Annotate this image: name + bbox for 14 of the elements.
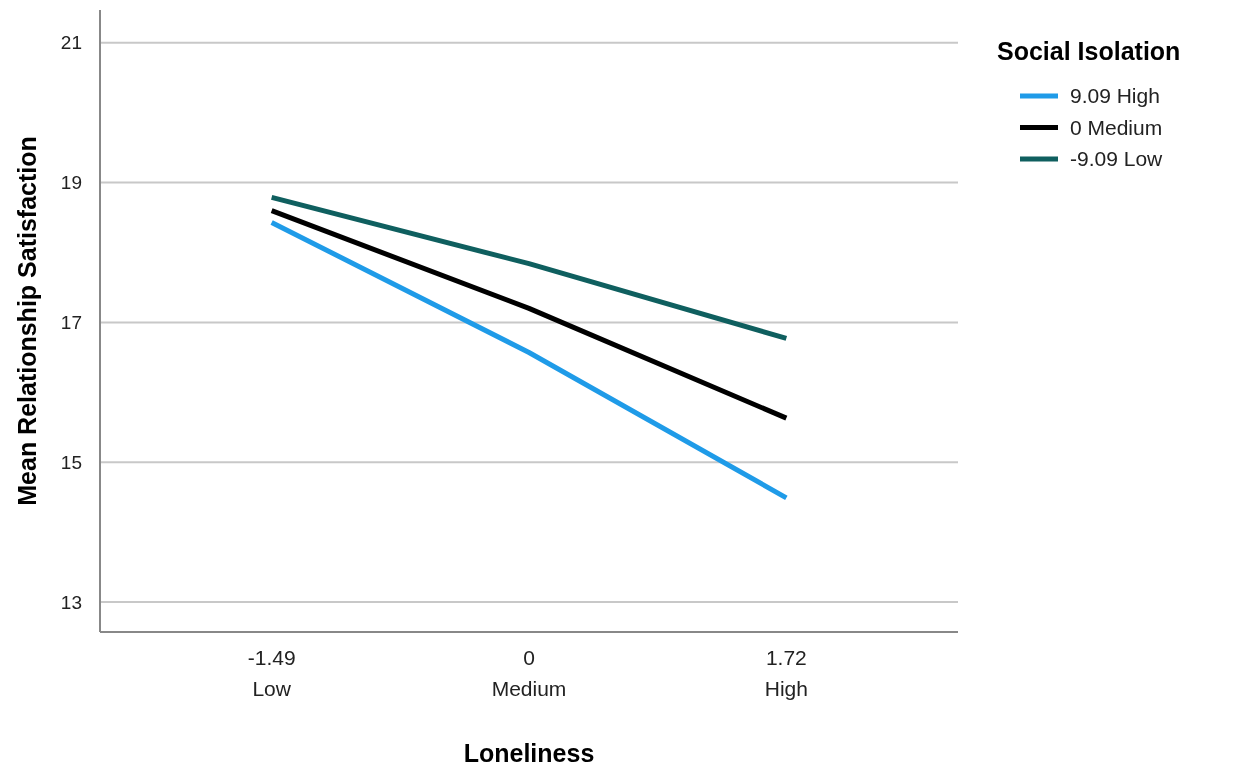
legend-label: -9.09 Low [1070, 147, 1164, 171]
legend-title: Social Isolation [997, 37, 1181, 65]
x-axis-title: Loneliness [463, 739, 595, 767]
x-tick-label: 1.72 High [764, 646, 808, 700]
y-tick-label: 19 [60, 172, 82, 194]
legend-label: 9.09 High [1070, 84, 1160, 108]
x-tick-label: -1.49 Low [247, 646, 296, 700]
y-tick-label: 13 [60, 591, 82, 613]
y-axis-title: Mean Relationship Satisfaction [13, 136, 41, 506]
y-tick-label: 17 [60, 312, 82, 334]
legend-label: 0 Medium [1070, 115, 1163, 139]
y-tick-label: 21 [60, 32, 82, 54]
y-tick-label: 15 [60, 451, 82, 473]
x-tick-label: 0 Medium [491, 646, 567, 700]
